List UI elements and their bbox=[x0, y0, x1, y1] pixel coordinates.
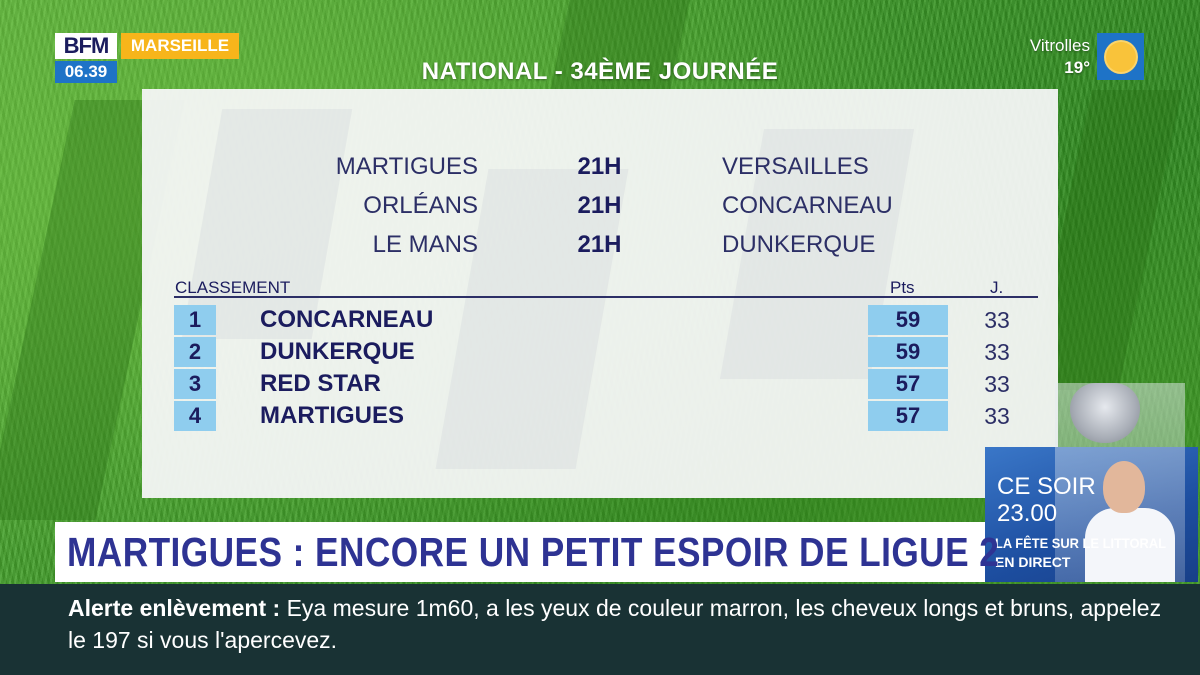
rank-badge: 4 bbox=[174, 401, 216, 431]
team-name: MARTIGUES bbox=[260, 402, 404, 429]
table-row: 4 MARTIGUES 57 33 bbox=[174, 401, 1038, 431]
weather-badge bbox=[1097, 33, 1144, 80]
table-row: 2 DUNKERQUE 59 33 bbox=[174, 337, 1038, 367]
weather-city: Vitrolles bbox=[1029, 36, 1090, 55]
matches-played: 33 bbox=[984, 371, 1010, 397]
standings-label: CLASSEMENT bbox=[175, 278, 291, 297]
points-badge: 59 bbox=[868, 305, 948, 335]
kickoff-time: 21H bbox=[577, 192, 622, 219]
match-row: ORLÉANS 21H CONCARNEAU bbox=[142, 192, 1058, 230]
ticker-message: Alerte enlèvement : Eya mesure 1m60, a l… bbox=[68, 592, 1168, 656]
team-name: CONCARNEAU bbox=[260, 306, 434, 333]
points-header: Pts bbox=[890, 278, 915, 297]
weather-temperature: 19° bbox=[1064, 58, 1090, 77]
standings-divider bbox=[174, 296, 1038, 298]
points-badge: 57 bbox=[868, 401, 948, 431]
program-promo: CE SOIR 23.00 LA FÊTE SUR LE LITTORAL EN… bbox=[985, 383, 1198, 582]
kickoff-time: 21H bbox=[577, 153, 622, 180]
matches-played: 33 bbox=[984, 403, 1010, 429]
match-row: MARTIGUES 21H VERSAILLES bbox=[142, 153, 1058, 191]
news-ticker: Alerte enlèvement : Eya mesure 1m60, a l… bbox=[0, 584, 1200, 675]
away-team: CONCARNEAU bbox=[722, 192, 893, 219]
results-panel: MARTIGUES 21H VERSAILLES ORLÉANS 21H CON… bbox=[142, 89, 1058, 498]
player-figure bbox=[1085, 508, 1175, 582]
promo-when: CE SOIR bbox=[997, 473, 1096, 500]
points-badge: 57 bbox=[868, 369, 948, 399]
away-team: DUNKERQUE bbox=[722, 231, 876, 258]
table-row: 3 RED STAR 57 33 bbox=[174, 369, 1038, 399]
played-header: J. bbox=[990, 278, 1004, 297]
promo-program: LA FÊTE SUR LE LITTORAL bbox=[995, 535, 1167, 551]
matches-played: 33 bbox=[984, 339, 1010, 365]
channel-city: MARSEILLE bbox=[121, 33, 239, 59]
headline-bar: MARTIGUES : ENCORE UN PETIT ESPOIR DE LI… bbox=[55, 522, 999, 582]
team-name: DUNKERQUE bbox=[260, 338, 415, 365]
away-team: VERSAILLES bbox=[722, 153, 869, 180]
rank-badge: 1 bbox=[174, 305, 216, 335]
home-team: ORLÉANS bbox=[363, 192, 478, 219]
rank-badge: 3 bbox=[174, 369, 216, 399]
promo-time: 23.00 bbox=[997, 500, 1058, 527]
promo-live: EN DIRECT bbox=[995, 554, 1071, 570]
headline-text: MARTIGUES : ENCORE UN PETIT ESPOIR DE LI… bbox=[67, 529, 1000, 575]
table-row: 1 CONCARNEAU 59 33 bbox=[174, 305, 1038, 335]
board-title: NATIONAL - 34ÈME JOURNÉE bbox=[421, 58, 779, 85]
player-head bbox=[1103, 461, 1145, 513]
team-name: RED STAR bbox=[260, 370, 381, 397]
channel-logo: BFM bbox=[55, 33, 117, 59]
points-badge: 59 bbox=[868, 337, 948, 367]
ticker-label: Alerte enlèvement bbox=[68, 595, 267, 621]
clock: 06.39 bbox=[55, 61, 117, 83]
trophy-icon bbox=[1070, 383, 1140, 443]
ticker-separator: : bbox=[266, 595, 287, 621]
matches-played: 33 bbox=[984, 307, 1010, 333]
ticker-body: Eya mesure 1m60, a les yeux de couleur m… bbox=[68, 595, 1162, 653]
home-team: MARTIGUES bbox=[335, 153, 478, 180]
rank-badge: 2 bbox=[174, 337, 216, 367]
sun-icon bbox=[1105, 41, 1136, 72]
home-team: LE MANS bbox=[372, 231, 478, 258]
kickoff-time: 21H bbox=[577, 231, 622, 258]
match-row: LE MANS 21H DUNKERQUE bbox=[142, 231, 1058, 269]
